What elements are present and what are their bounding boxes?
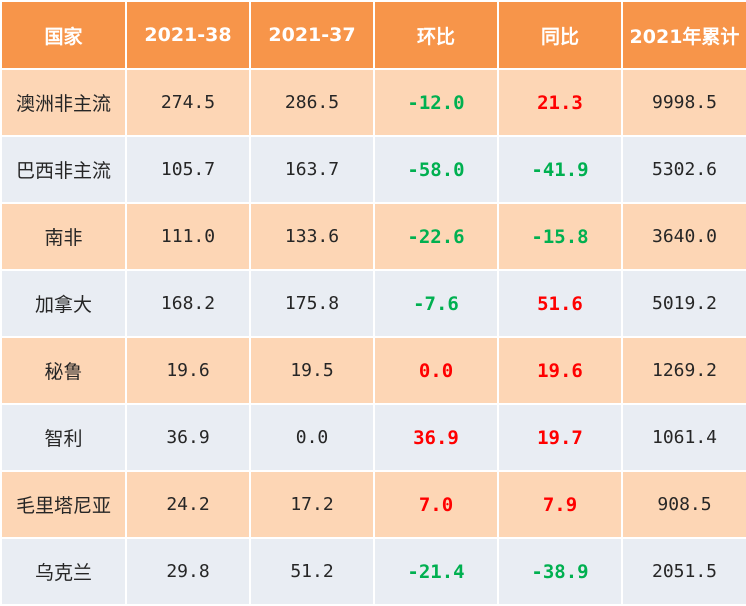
- cell-country: 毛里塔尼亚: [0, 470, 127, 539]
- cell-week-37: 133.6: [249, 202, 375, 271]
- cell-week-38: 168.2: [125, 269, 251, 338]
- cell-week-37: 163.7: [249, 135, 375, 204]
- cell-mom-change: -58.0: [373, 135, 499, 204]
- cell-mom-change: -22.6: [373, 202, 499, 271]
- table-row: 加拿大 168.2 175.8 -7.6 51.6 5019.2: [0, 269, 746, 338]
- header-week-38: 2021-38: [125, 0, 251, 70]
- header-ytd-total: 2021年累计: [621, 0, 746, 70]
- cell-week-37: 286.5: [249, 68, 375, 137]
- cell-week-38: 105.7: [125, 135, 251, 204]
- cell-yoy-change: 7.9: [497, 470, 623, 539]
- table-row: 巴西非主流 105.7 163.7 -58.0 -41.9 5302.6: [0, 135, 746, 204]
- cell-ytd-total: 5302.6: [621, 135, 746, 204]
- cell-mom-change: -7.6: [373, 269, 499, 338]
- cell-country: 加拿大: [0, 269, 127, 338]
- cell-mom-change: 0.0: [373, 336, 499, 405]
- cell-yoy-change: 19.7: [497, 403, 623, 472]
- cell-yoy-change: 51.6: [497, 269, 623, 338]
- cell-ytd-total: 908.5: [621, 470, 746, 539]
- cell-ytd-total: 1269.2: [621, 336, 746, 405]
- cell-country: 秘鲁: [0, 336, 127, 405]
- cell-country: 南非: [0, 202, 127, 271]
- cell-week-37: 19.5: [249, 336, 375, 405]
- cell-yoy-change: -15.8: [497, 202, 623, 271]
- cell-ytd-total: 5019.2: [621, 269, 746, 338]
- header-week-37: 2021-37: [249, 0, 375, 70]
- cell-country: 乌克兰: [0, 537, 127, 606]
- cell-week-38: 274.5: [125, 68, 251, 137]
- cell-country: 巴西非主流: [0, 135, 127, 204]
- cell-mom-change: 36.9: [373, 403, 499, 472]
- table-row: 澳洲非主流 274.5 286.5 -12.0 21.3 9998.5: [0, 68, 746, 137]
- table-row: 乌克兰 29.8 51.2 -21.4 -38.9 2051.5: [0, 537, 746, 606]
- cell-mom-change: -12.0: [373, 68, 499, 137]
- cell-yoy-change: -41.9: [497, 135, 623, 204]
- header-row: 国家 2021-38 2021-37 环比 同比 2021年累计: [0, 0, 746, 70]
- cell-ytd-total: 9998.5: [621, 68, 746, 137]
- cell-mom-change: -21.4: [373, 537, 499, 606]
- cell-country: 澳洲非主流: [0, 68, 127, 137]
- cell-ytd-total: 2051.5: [621, 537, 746, 606]
- cell-week-38: 111.0: [125, 202, 251, 271]
- table-row: 秘鲁 19.6 19.5 0.0 19.6 1269.2: [0, 336, 746, 405]
- cell-ytd-total: 3640.0: [621, 202, 746, 271]
- cell-week-38: 24.2: [125, 470, 251, 539]
- cell-yoy-change: 21.3: [497, 68, 623, 137]
- cell-country: 智利: [0, 403, 127, 472]
- table-row: 毛里塔尼亚 24.2 17.2 7.0 7.9 908.5: [0, 470, 746, 539]
- cell-week-38: 36.9: [125, 403, 251, 472]
- cell-week-37: 17.2: [249, 470, 375, 539]
- table-body: 澳洲非主流 274.5 286.5 -12.0 21.3 9998.5 巴西非主流 105.7…: [0, 68, 746, 606]
- header-yoy-change: 同比: [497, 0, 623, 70]
- cell-ytd-total: 1061.4: [621, 403, 746, 472]
- header-mom-change: 环比: [373, 0, 499, 70]
- cell-yoy-change: 19.6: [497, 336, 623, 405]
- header-country: 国家: [0, 0, 127, 70]
- cell-week-37: 175.8: [249, 269, 375, 338]
- table-header: 国家 2021-38 2021-37 环比 同比 2021年累计: [0, 0, 746, 70]
- cell-week-38: 29.8: [125, 537, 251, 606]
- cell-week-37: 51.2: [249, 537, 375, 606]
- cell-yoy-change: -38.9: [497, 537, 623, 606]
- cell-week-37: 0.0: [249, 403, 375, 472]
- table-row: 南非 111.0 133.6 -22.6 -15.8 3640.0: [0, 202, 746, 271]
- cell-mom-change: 7.0: [373, 470, 499, 539]
- table-row: 智利 36.9 0.0 36.9 19.7 1061.4: [0, 403, 746, 472]
- cell-week-38: 19.6: [125, 336, 251, 405]
